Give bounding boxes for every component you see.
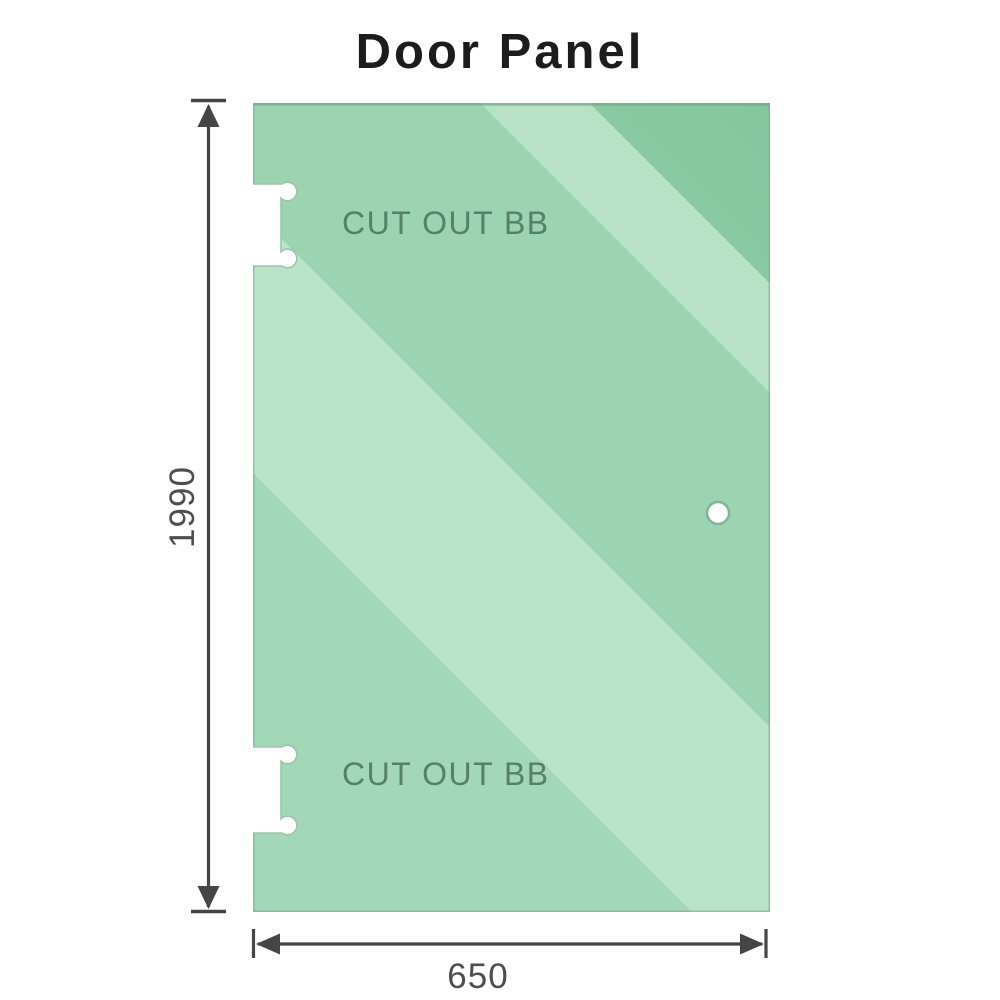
width-dimension-arrow-left-icon xyxy=(256,933,280,955)
width-dimension-value: 650 xyxy=(447,957,509,996)
hinge-cutout-bottom xyxy=(253,744,298,836)
cutout-label-top: CUT OUT BB xyxy=(342,205,550,241)
height-dimension xyxy=(191,98,226,914)
handle-hole xyxy=(705,500,731,526)
glass-panel xyxy=(253,103,770,912)
width-dimension-arrow-right-icon xyxy=(740,933,764,955)
height-dimension-arrow-down-icon xyxy=(197,886,220,909)
height-dimension-value: 1990 xyxy=(163,466,202,548)
glass-panel-border xyxy=(253,103,770,912)
glass-panel-face xyxy=(253,103,770,912)
hinge-cutout-top xyxy=(253,181,298,269)
width-dimension xyxy=(251,929,768,958)
height-dimension-arrow-up-icon xyxy=(197,104,220,127)
diagram-title: Door Panel xyxy=(355,25,645,79)
cutout-label-bottom: CUT OUT BB xyxy=(342,756,550,792)
